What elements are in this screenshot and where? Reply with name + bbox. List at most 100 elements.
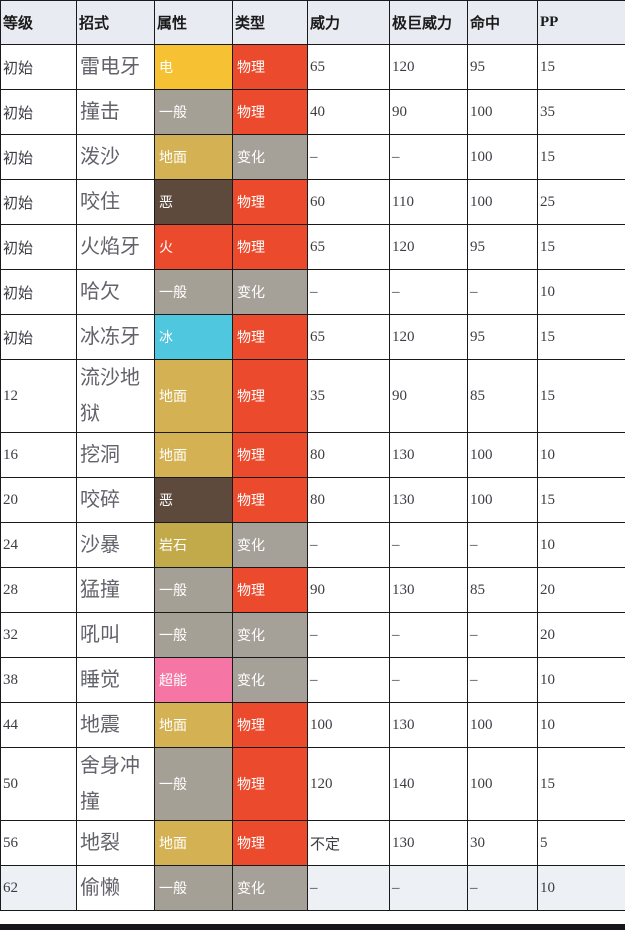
accuracy-cell: 100 bbox=[467, 179, 538, 225]
level-cell: 62 bbox=[0, 865, 77, 911]
pp-cell: 20 bbox=[537, 612, 625, 658]
type-badge[interactable]: 超能 bbox=[154, 657, 233, 703]
column-header-category: 类型 bbox=[232, 0, 308, 45]
category-badge[interactable]: 变化 bbox=[232, 865, 308, 911]
move-row: 初始 哈欠 一般 变化 – – –10 bbox=[0, 269, 625, 315]
column-header-move: 招式 bbox=[76, 0, 155, 45]
column-header-accuracy: 命中 bbox=[467, 0, 538, 45]
move-name-link[interactable]: 吼叫 bbox=[76, 612, 155, 658]
type-badge[interactable]: 地面 bbox=[154, 702, 233, 748]
power-cell: – bbox=[307, 269, 390, 315]
move-name-link[interactable]: 地震 bbox=[76, 702, 155, 748]
type-badge[interactable]: 一般 bbox=[154, 567, 233, 613]
category-badge[interactable]: 物理 bbox=[232, 179, 308, 225]
type-badge[interactable]: 一般 bbox=[154, 612, 233, 658]
level-cell: 38 bbox=[0, 657, 77, 703]
type-badge[interactable]: 一般 bbox=[154, 747, 233, 821]
type-badge[interactable]: 地面 bbox=[154, 359, 233, 433]
level-cell: 初始 bbox=[0, 134, 77, 180]
move-name-link[interactable]: 沙暴 bbox=[76, 522, 155, 568]
category-badge[interactable]: 物理 bbox=[232, 820, 308, 866]
category-badge[interactable]: 物理 bbox=[232, 359, 308, 433]
type-badge[interactable]: 一般 bbox=[154, 865, 233, 911]
move-name-link[interactable]: 咬碎 bbox=[76, 477, 155, 523]
category-badge[interactable]: 变化 bbox=[232, 522, 308, 568]
accuracy-cell: 100 bbox=[467, 89, 538, 135]
accuracy-cell: 30 bbox=[467, 820, 538, 866]
power-cell: 100 bbox=[307, 702, 390, 748]
power-cell: 90 bbox=[307, 567, 390, 613]
move-name-link[interactable]: 舍身冲撞 bbox=[76, 747, 155, 821]
category-badge[interactable]: 物理 bbox=[232, 314, 308, 360]
move-name-link[interactable]: 火焰牙 bbox=[76, 224, 155, 270]
power-cell: 65 bbox=[307, 314, 390, 360]
header-row: 等级 招式 属性 类型 威力 极巨威力 命中 PP bbox=[0, 0, 625, 45]
category-badge[interactable]: 物理 bbox=[232, 567, 308, 613]
move-name-link[interactable]: 冰冻牙 bbox=[76, 314, 155, 360]
power-cell: 35 bbox=[307, 359, 390, 433]
category-badge[interactable]: 物理 bbox=[232, 224, 308, 270]
type-badge[interactable]: 地面 bbox=[154, 432, 233, 478]
category-badge[interactable]: 变化 bbox=[232, 657, 308, 703]
move-name-link[interactable]: 咬住 bbox=[76, 179, 155, 225]
move-row: 初始 咬住恶物理 60 110 100 25 bbox=[0, 179, 625, 225]
power-cell: – bbox=[307, 522, 390, 568]
level-cell: 初始 bbox=[0, 224, 77, 270]
move-name-link[interactable]: 挖洞 bbox=[76, 432, 155, 478]
type-badge[interactable]: 冰 bbox=[154, 314, 233, 360]
pp-cell: 20 bbox=[537, 567, 625, 613]
type-badge[interactable]: 一般 bbox=[154, 269, 233, 315]
accuracy-cell: – bbox=[467, 657, 538, 703]
max-power-cell: – bbox=[389, 134, 468, 180]
move-name-link[interactable]: 流沙地狱 bbox=[76, 359, 155, 433]
category-badge[interactable]: 物理 bbox=[232, 747, 308, 821]
level-cell: 50 bbox=[0, 747, 77, 821]
max-power-cell: 120 bbox=[389, 314, 468, 360]
level-cell: 初始 bbox=[0, 44, 77, 90]
type-badge[interactable]: 地面 bbox=[154, 820, 233, 866]
power-cell: – bbox=[307, 865, 390, 911]
type-badge[interactable]: 火 bbox=[154, 224, 233, 270]
move-row: 32 吼叫 一般 变化 – – –20 bbox=[0, 612, 625, 658]
move-name-link[interactable]: 偷懒 bbox=[76, 865, 155, 911]
move-name-link[interactable]: 撞击 bbox=[76, 89, 155, 135]
level-cell: 44 bbox=[0, 702, 77, 748]
move-row: 初始 撞击 一般 物理 40 90 100 35 bbox=[0, 89, 625, 135]
power-cell: 不定 bbox=[307, 820, 390, 866]
type-badge[interactable]: 一般 bbox=[154, 89, 233, 135]
category-badge[interactable]: 变化 bbox=[232, 269, 308, 315]
type-badge[interactable]: 岩石 bbox=[154, 522, 233, 568]
max-power-cell: 130 bbox=[389, 567, 468, 613]
move-name-link[interactable]: 雷电牙 bbox=[76, 44, 155, 90]
category-badge[interactable]: 物理 bbox=[232, 89, 308, 135]
pp-cell: 35 bbox=[537, 89, 625, 135]
move-name-link[interactable]: 睡觉 bbox=[76, 657, 155, 703]
type-badge[interactable]: 地面 bbox=[154, 134, 233, 180]
accuracy-cell: 85 bbox=[467, 567, 538, 613]
max-power-cell: 120 bbox=[389, 44, 468, 90]
type-badge[interactable]: 电 bbox=[154, 44, 233, 90]
move-name-link[interactable]: 地裂 bbox=[76, 820, 155, 866]
accuracy-cell: 100 bbox=[467, 432, 538, 478]
category-badge[interactable]: 变化 bbox=[232, 134, 308, 180]
category-badge[interactable]: 物理 bbox=[232, 432, 308, 478]
accuracy-cell: 85 bbox=[467, 359, 538, 433]
max-power-cell: 130 bbox=[389, 432, 468, 478]
category-badge[interactable]: 物理 bbox=[232, 702, 308, 748]
power-cell: 65 bbox=[307, 44, 390, 90]
move-row: 44 地震 地面 物理 100 130 100 10 bbox=[0, 702, 625, 748]
type-badge[interactable]: 恶 bbox=[154, 477, 233, 523]
move-name-link[interactable]: 泼沙 bbox=[76, 134, 155, 180]
move-name-link[interactable]: 猛撞 bbox=[76, 567, 155, 613]
category-badge[interactable]: 变化 bbox=[232, 612, 308, 658]
pp-cell: 5 bbox=[537, 820, 625, 866]
level-up-moves-table: 等级 招式 属性 类型 威力 极巨威力 命中 PP 初始 雷电牙电物理 65 120 9… bbox=[0, 0, 625, 911]
type-badge[interactable]: 恶 bbox=[154, 179, 233, 225]
max-power-cell: 130 bbox=[389, 477, 468, 523]
max-power-cell: – bbox=[389, 522, 468, 568]
category-badge[interactable]: 物理 bbox=[232, 44, 308, 90]
move-name-link[interactable]: 哈欠 bbox=[76, 269, 155, 315]
power-cell: – bbox=[307, 657, 390, 703]
category-badge[interactable]: 物理 bbox=[232, 477, 308, 523]
